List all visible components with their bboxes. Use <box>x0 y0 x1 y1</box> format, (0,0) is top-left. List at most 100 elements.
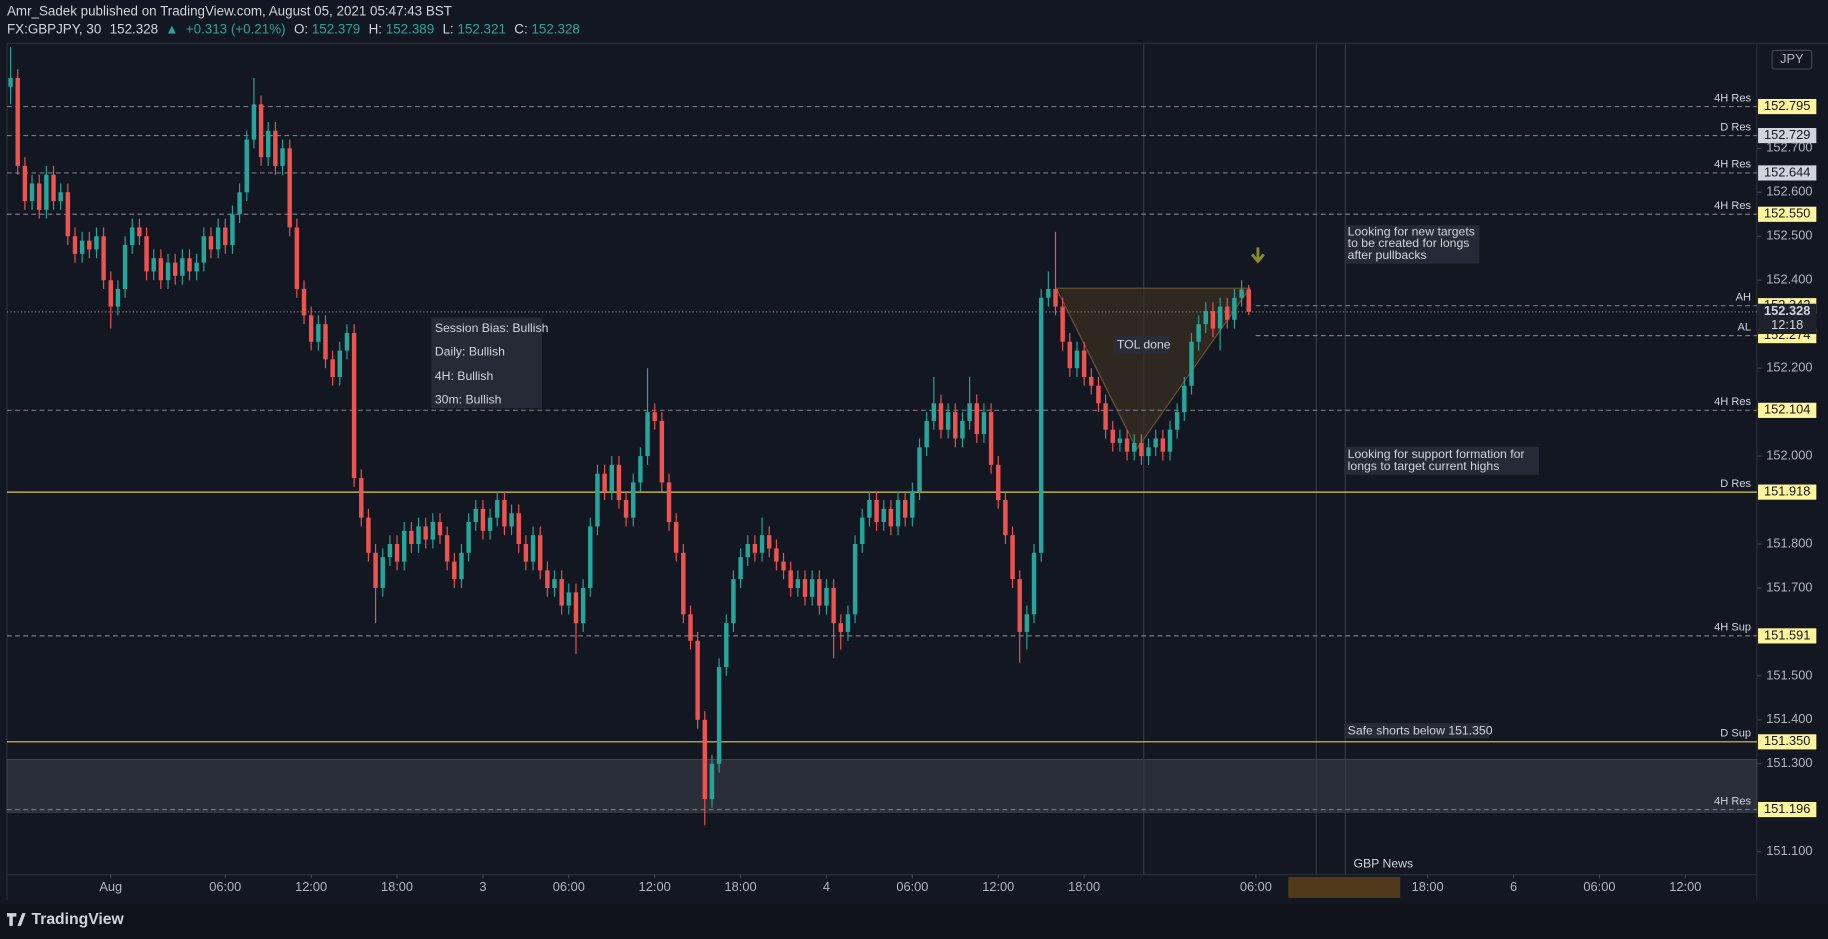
x-tick-label: 18:00 <box>1068 879 1100 894</box>
currency-box[interactable] <box>1771 49 1813 70</box>
candle-body <box>430 522 436 540</box>
zone <box>6 759 1758 813</box>
candle-body <box>1038 297 1044 553</box>
time-range-highlight <box>1288 876 1401 898</box>
x-tick-label: 12:00 <box>982 879 1014 894</box>
candle-body <box>902 500 908 518</box>
price: 152.328 <box>110 21 158 36</box>
brand-logo[interactable]: TradingView <box>6 911 125 928</box>
candle-body <box>144 236 149 272</box>
level-price-box <box>1758 801 1817 818</box>
candle-body <box>208 236 214 250</box>
last-price-box <box>1758 303 1817 335</box>
x-tick-label: 3 <box>479 879 486 894</box>
candle-body <box>1024 614 1030 632</box>
candle-body <box>330 359 335 377</box>
x-tick-label: 06:00 <box>1240 879 1272 894</box>
candle-body <box>351 332 357 479</box>
candle-body <box>888 508 894 527</box>
x-tick-label: 18:00 <box>725 879 757 894</box>
candle-body <box>867 500 872 518</box>
x-tick-label: 06:00 <box>1583 879 1615 894</box>
tol-note: TOL done <box>1117 338 1171 352</box>
x-tick-label: 6 <box>1510 879 1517 894</box>
candle-body <box>258 104 264 158</box>
x-tick-label: Aug <box>99 879 122 894</box>
candle-body <box>194 262 199 272</box>
level-price-box <box>1758 98 1817 115</box>
countdown: 12:18 <box>1771 317 1803 332</box>
y-tick-label: 152.200 <box>1766 360 1812 375</box>
candle-body <box>638 456 643 483</box>
level-tag: 4H Res <box>1714 200 1751 212</box>
symbol-line: FX:GBPJPY, 30 152.328 ▲ +0.313 (+0.21%) … <box>7 21 580 36</box>
candle-body <box>115 289 121 307</box>
level-price-label: 151.591 <box>1764 627 1810 642</box>
y-tick-label: 151.300 <box>1766 755 1812 770</box>
symbol: FX:GBPJPY, 30 <box>7 21 101 36</box>
candle-body <box>1239 289 1244 298</box>
candle-body <box>545 570 550 588</box>
candle-body <box>165 262 171 281</box>
level-price-label: 152.795 <box>1764 98 1810 113</box>
y-tick-label: 151.700 <box>1766 579 1812 594</box>
candle-body <box>781 561 786 571</box>
candle-body <box>387 544 393 558</box>
level-layer: 4H Res 152.795 D Res 152.729 4H Res 152.644 4H… <box>6 92 1817 818</box>
open: 152.379 <box>312 21 360 36</box>
level-tag: 4H Res <box>1714 795 1751 807</box>
brand: TradingView <box>31 911 124 928</box>
candle-body <box>223 227 228 246</box>
candle-body <box>1174 412 1180 430</box>
candle-body <box>323 324 328 360</box>
candle-body <box>981 412 987 435</box>
down-arrow <box>1250 247 1265 264</box>
candle-body <box>273 130 278 166</box>
candle-body <box>130 227 135 246</box>
candle-body <box>1210 310 1216 329</box>
level-tag: 4H Res <box>1714 92 1751 104</box>
candle-body <box>29 183 35 202</box>
candle-body <box>1189 341 1194 386</box>
candle-body <box>609 464 614 492</box>
y-tick-label: 151.800 <box>1766 535 1812 550</box>
c-label: C: <box>514 21 527 36</box>
candle-body <box>559 579 564 606</box>
close: 152.328 <box>531 21 579 36</box>
candle-body <box>1139 442 1144 457</box>
candle-body <box>308 315 314 342</box>
targets-box <box>1344 225 1480 264</box>
candle-body <box>1089 376 1094 386</box>
x-tick-label: 18:00 <box>381 879 413 894</box>
candle-body <box>337 350 343 377</box>
candle-body <box>1160 438 1166 452</box>
candle-body <box>845 614 851 632</box>
level-price-box <box>1758 402 1817 418</box>
candle-body <box>1225 306 1230 320</box>
level-price-box <box>1758 127 1817 144</box>
candle-body <box>72 236 78 254</box>
candle-body <box>659 420 665 483</box>
candle-body <box>287 148 292 228</box>
candle-body <box>759 535 765 553</box>
candle-body <box>1081 350 1087 377</box>
candle-body <box>824 587 829 606</box>
shorts-box <box>1344 723 1489 739</box>
candle-body <box>251 104 257 140</box>
axis-currency: JPY <box>1780 51 1804 66</box>
candle-body <box>437 522 443 536</box>
l-label: L: <box>443 21 454 36</box>
candle-body <box>359 478 364 518</box>
candle-body <box>766 535 772 549</box>
candle-body <box>172 262 178 276</box>
candle-body <box>673 522 679 553</box>
candle-body <box>344 332 350 351</box>
candle-body <box>852 544 858 615</box>
candle-body <box>681 552 686 615</box>
candle-body <box>1060 306 1065 342</box>
x-tick-label: 4 <box>823 879 830 894</box>
candle-body <box>516 513 521 545</box>
candle-body <box>745 544 750 558</box>
